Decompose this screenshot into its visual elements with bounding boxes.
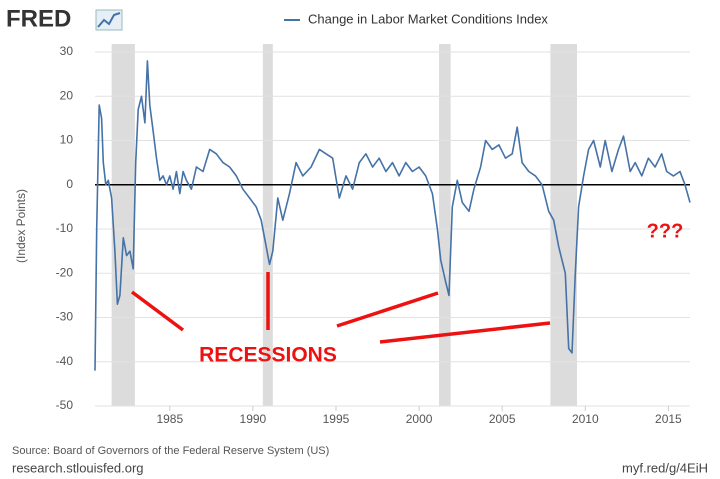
y-tick-label: 10 bbox=[60, 133, 74, 147]
legend-label: Change in Labor Market Conditions Index bbox=[308, 11, 548, 26]
plot: -50 -40 -30 -20 -10 0 10 20 30 1985 1990 1995 2000 20… bbox=[56, 44, 691, 426]
recession-band bbox=[439, 44, 451, 406]
footer-right: myf.red/g/4EiH bbox=[622, 460, 708, 475]
x-tick-label: 2005 bbox=[489, 412, 516, 426]
y-tick-label: -40 bbox=[56, 354, 74, 368]
annotation: RECESSIONS bbox=[199, 344, 337, 367]
y-tick-label: 20 bbox=[60, 88, 74, 102]
y-tick-label: -20 bbox=[56, 265, 74, 279]
x-tick-label: 2015 bbox=[655, 412, 682, 426]
logo: FRED bbox=[6, 5, 71, 32]
y-axis-label: (Index Points) bbox=[14, 189, 28, 263]
y-tick-label: 0 bbox=[66, 177, 73, 191]
data-line bbox=[94, 60, 691, 371]
y-tick-label: -10 bbox=[56, 221, 74, 235]
recession-band bbox=[111, 44, 135, 406]
recession-band bbox=[262, 44, 273, 406]
annotation-arrows bbox=[130, 272, 551, 344]
x-tick-label: 2010 bbox=[572, 412, 599, 426]
y-tick-label: -30 bbox=[56, 310, 74, 324]
x-tick-label: 1985 bbox=[156, 412, 183, 426]
source: Source: Board of Governors of the Federa… bbox=[12, 445, 329, 457]
x-tick-label: 2000 bbox=[406, 412, 433, 426]
annotation: ??? bbox=[647, 220, 684, 242]
x-tick-label: 1995 bbox=[323, 412, 350, 426]
x-tick-label: 1990 bbox=[240, 412, 267, 426]
y-tick-label: 30 bbox=[60, 44, 74, 58]
logo-icon bbox=[95, 9, 123, 31]
footer-left: research.stlouisfed.org bbox=[12, 460, 144, 475]
y-tick-label: -50 bbox=[56, 398, 74, 412]
plot-area bbox=[95, 44, 690, 406]
